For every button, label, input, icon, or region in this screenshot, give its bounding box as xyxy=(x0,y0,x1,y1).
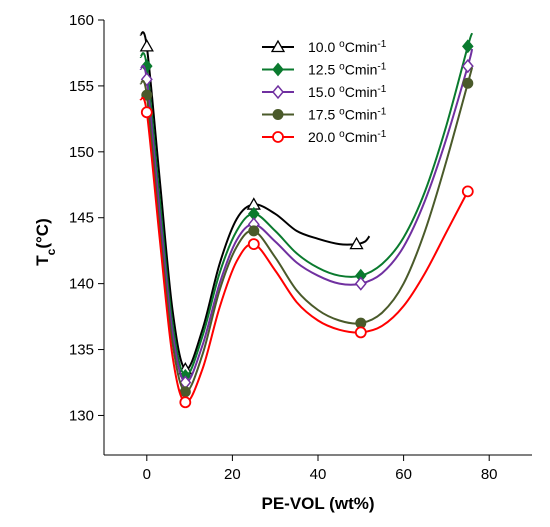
data-point xyxy=(179,396,192,409)
legend: 10.0 oCmin-1 12.5 oCmin-1 15.0 oCmin-1 17.5… xyxy=(262,39,387,146)
legend-label: 10.0 oCmin-1 xyxy=(308,39,387,56)
data-point xyxy=(349,236,364,250)
x-tick-label: 40 xyxy=(310,466,327,483)
series-0 xyxy=(139,31,371,375)
legend-item-4: 20.0 oCmin-1 xyxy=(262,129,387,146)
series-line xyxy=(139,32,474,377)
y-tick-label: 140 xyxy=(69,276,94,293)
data-point xyxy=(354,276,367,291)
data-point xyxy=(247,238,260,250)
legend-marker xyxy=(270,39,286,53)
series-4 xyxy=(139,96,474,409)
y-tick-label: 150 xyxy=(69,144,94,161)
series-line xyxy=(139,96,469,404)
y-axis-title: Tc(°C) xyxy=(33,218,58,265)
y-axis-title-subscript: c xyxy=(44,248,58,255)
legend-item-3: 17.5 oCmin-1 xyxy=(262,106,387,123)
legend-item-0: 10.0 oCmin-1 xyxy=(262,39,387,56)
series-2 xyxy=(139,48,474,390)
series-3 xyxy=(139,67,474,398)
y-tick-label: 145 xyxy=(69,210,94,227)
data-point xyxy=(462,77,474,89)
data-point xyxy=(461,185,474,198)
legend-marker xyxy=(272,131,284,143)
y-tick-label: 155 xyxy=(69,78,94,95)
x-tick-label: 20 xyxy=(224,466,241,483)
legend-item-1: 12.5 oCmin-1 xyxy=(262,61,387,78)
x-axis-title: PE-VOL (wt%) xyxy=(261,494,374,513)
series-layer xyxy=(139,31,474,409)
legend-label: 15.0 oCmin-1 xyxy=(308,84,387,101)
axes: 130 135 140 145 150 155 160 0 20 40 60 80 xyxy=(69,12,532,483)
legend-label: 17.5 oCmin-1 xyxy=(308,106,387,123)
series-line xyxy=(139,31,371,371)
legend-label: 20.0 oCmin-1 xyxy=(308,129,387,146)
data-point xyxy=(462,39,474,54)
data-point xyxy=(141,89,153,101)
legend-marker xyxy=(272,62,284,77)
y-axis-title-main: T xyxy=(33,255,52,266)
y-axis-title-unit: (°C) xyxy=(33,218,52,248)
x-tick-label: 80 xyxy=(481,466,498,483)
legend-item-2: 15.0 oCmin-1 xyxy=(262,84,387,101)
y-tick-label: 130 xyxy=(69,407,94,424)
y-tick-label: 160 xyxy=(69,12,94,29)
data-point xyxy=(354,326,367,339)
x-tick-label: 0 xyxy=(143,466,151,483)
legend-label: 12.5 oCmin-1 xyxy=(308,61,387,78)
data-point xyxy=(248,225,260,237)
legend-marker xyxy=(272,109,284,120)
data-point xyxy=(139,39,154,52)
legend-marker xyxy=(272,84,284,100)
y-tick-label: 135 xyxy=(69,342,94,359)
series-line xyxy=(139,48,474,384)
series-line xyxy=(139,67,474,393)
data-point xyxy=(140,106,153,119)
series-1 xyxy=(139,32,474,383)
data-point xyxy=(461,58,474,74)
x-tick-label: 60 xyxy=(395,466,412,483)
